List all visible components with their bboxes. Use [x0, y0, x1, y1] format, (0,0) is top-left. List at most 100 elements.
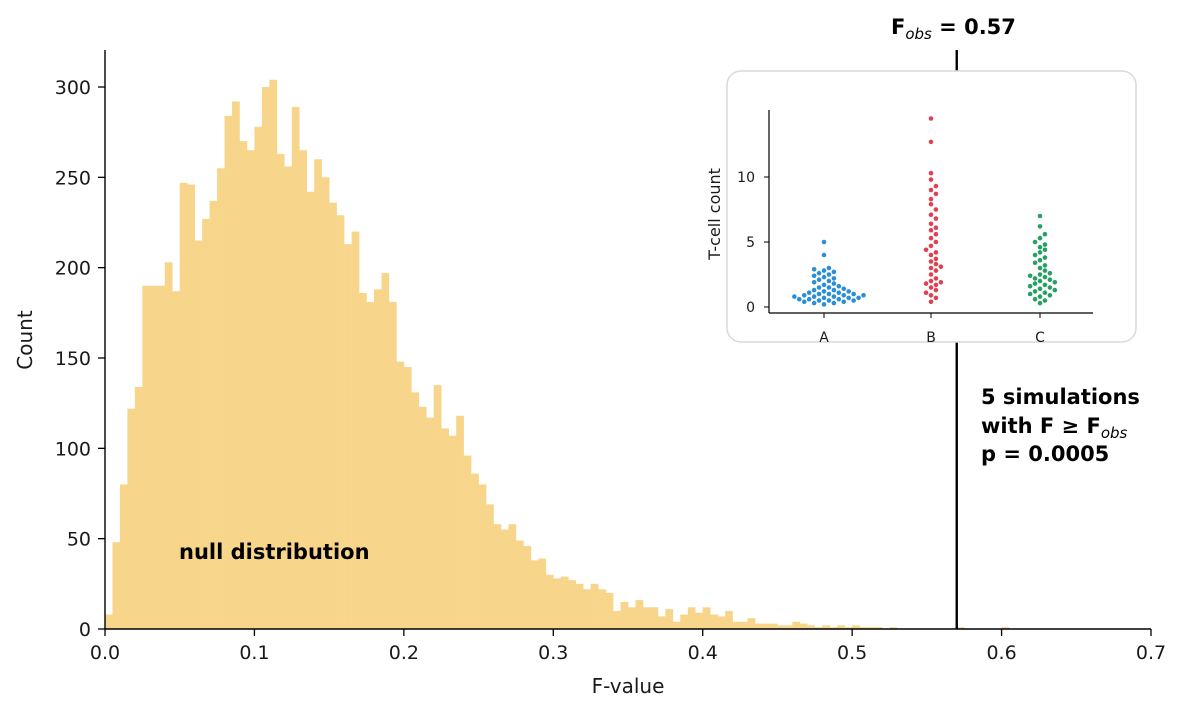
histogram-bar	[530, 560, 539, 629]
inset-point	[923, 290, 929, 296]
histogram-bar	[134, 386, 143, 629]
inset-point	[933, 183, 939, 189]
histogram-bar	[717, 616, 726, 629]
inset-point	[928, 285, 934, 290]
f-obs-label-prefix: F	[891, 15, 905, 39]
inset-point	[821, 252, 827, 258]
histogram-bar	[814, 627, 823, 629]
histogram-bar	[344, 244, 352, 629]
inset-point	[928, 228, 934, 233]
inset-point	[1047, 293, 1053, 298]
histogram-bar	[665, 609, 674, 629]
main-axes: 0.0 0.1 0.2 0.3 0.4 0.5 0.6 0.7 050100150200250…	[13, 50, 1166, 698]
histogram-bar	[538, 558, 547, 629]
inset-point	[826, 265, 832, 271]
inset-point	[841, 299, 847, 305]
histogram-bar	[792, 621, 801, 629]
y-tick-label: 300	[55, 77, 91, 99]
inset-point	[1032, 296, 1038, 302]
inset-point	[831, 281, 837, 286]
histogram-bar	[426, 417, 435, 629]
histogram-bar	[172, 291, 181, 629]
inset-point	[811, 294, 817, 299]
inset-point	[933, 216, 939, 221]
f-obs-label-suffix: = 0.57	[932, 15, 1016, 39]
inset-point	[816, 270, 822, 276]
inset-point	[1047, 270, 1053, 276]
inset-point	[928, 235, 934, 241]
inset-point	[933, 261, 939, 267]
histogram-bar	[784, 625, 793, 629]
histogram-bar	[388, 301, 397, 629]
f-obs-label-sub: obs	[905, 25, 932, 43]
inset-point	[821, 268, 827, 273]
histogram-bar	[769, 623, 778, 629]
inset-point	[928, 272, 934, 277]
inset-point	[1042, 263, 1048, 268]
inset-point	[1047, 285, 1053, 290]
inset-point	[933, 250, 939, 255]
histogram-bar	[411, 392, 420, 629]
histogram-bar	[844, 627, 853, 629]
x-tick-label: 0.5	[837, 642, 867, 664]
inset-point	[821, 302, 827, 307]
histogram-bar	[613, 610, 621, 629]
histogram-bar	[119, 484, 128, 629]
inset-point	[811, 267, 817, 272]
x-ticks: 0.0 0.1 0.2 0.3 0.4 0.5 0.6 0.7	[90, 629, 1166, 664]
inset-x-tick-label: C	[1035, 330, 1045, 346]
inset-point	[821, 274, 827, 280]
inset-point	[928, 116, 934, 121]
histogram-bar	[194, 240, 203, 629]
inset-point	[1037, 278, 1043, 284]
histogram-bar	[620, 601, 629, 629]
inset-point	[1042, 255, 1048, 260]
inset-point	[816, 285, 822, 290]
inset-point	[928, 259, 934, 264]
histogram-bar	[359, 292, 367, 629]
histogram-bar	[179, 182, 188, 629]
inset-point	[933, 282, 939, 288]
inset-point	[928, 243, 934, 249]
inset-point	[928, 265, 934, 271]
inset-point	[841, 293, 847, 298]
histogram-bar	[448, 435, 457, 629]
inset-point	[1052, 280, 1058, 285]
inset-point	[806, 296, 812, 302]
inset-point	[933, 239, 939, 245]
inset-point	[821, 282, 827, 288]
histogram-bar	[366, 301, 375, 629]
inset-point	[826, 298, 832, 303]
inset-point	[1037, 286, 1043, 292]
inset-point	[1042, 231, 1048, 237]
inset-point	[836, 296, 842, 302]
histogram-bar	[500, 529, 509, 629]
inset-point	[851, 291, 856, 297]
inset-point	[1042, 290, 1048, 296]
histogram-bar	[590, 583, 599, 629]
y-ticks: 0 50 100 150 200 250 300	[55, 77, 105, 641]
x-tick-label: 0.3	[538, 642, 568, 664]
inset-point	[821, 289, 827, 294]
histogram-bar	[508, 524, 517, 629]
histogram-bar	[515, 540, 524, 629]
y-tick-label: 150	[55, 348, 91, 370]
histogram-bar	[105, 614, 113, 629]
inset-point	[1042, 298, 1048, 303]
inset-point	[928, 196, 934, 202]
histogram-bar	[187, 184, 195, 629]
histogram-bar	[650, 607, 659, 629]
inset-point	[1042, 242, 1048, 247]
inset-point	[846, 289, 851, 294]
inset-point	[1027, 283, 1033, 289]
histogram-bar	[403, 367, 412, 629]
histogram-bar	[740, 621, 748, 629]
histogram-bar	[456, 415, 464, 629]
inset-point	[841, 286, 847, 292]
inset-point	[928, 252, 934, 258]
histogram-bar	[232, 101, 240, 629]
histogram-bars	[105, 79, 1010, 630]
histogram-bar	[874, 627, 883, 629]
histogram-bar	[1001, 627, 1010, 629]
histogram-bar	[747, 618, 756, 629]
